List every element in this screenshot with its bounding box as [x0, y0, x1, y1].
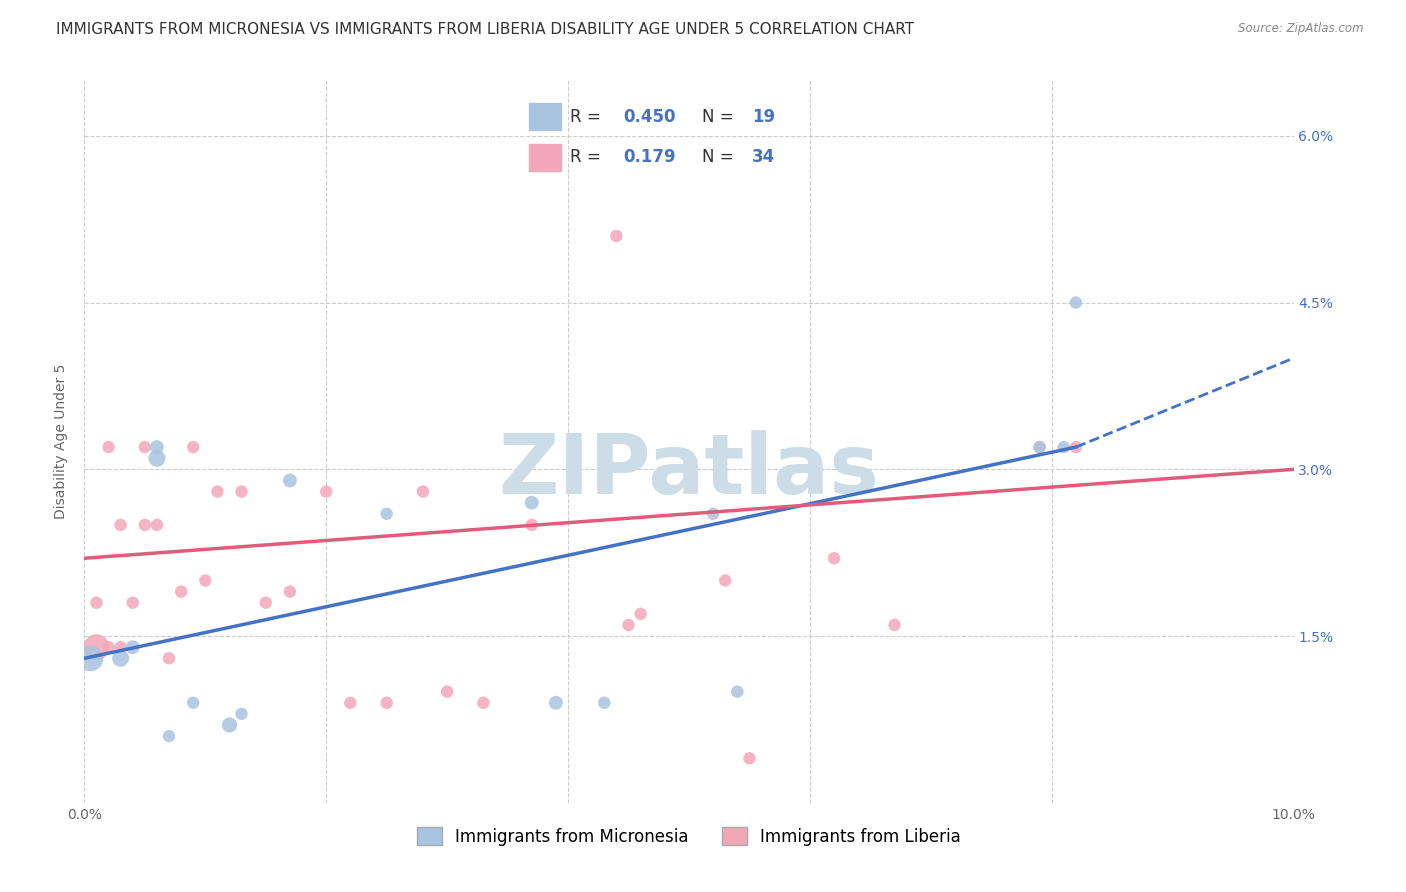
- Point: [725, 684, 748, 698]
- Point: [1064, 295, 1087, 310]
- Point: [617, 618, 640, 632]
- Point: [605, 228, 627, 243]
- Point: [79, 651, 101, 665]
- Point: [181, 696, 204, 710]
- Point: [1028, 440, 1050, 454]
- Point: [254, 596, 277, 610]
- Point: [520, 517, 543, 532]
- Point: [121, 640, 143, 655]
- Point: [702, 507, 724, 521]
- Point: [823, 551, 845, 566]
- Point: [134, 440, 156, 454]
- Point: [520, 496, 543, 510]
- Point: [544, 696, 567, 710]
- Point: [97, 440, 120, 454]
- Legend: Immigrants from Micronesia, Immigrants from Liberia: Immigrants from Micronesia, Immigrants f…: [411, 821, 967, 852]
- Point: [146, 440, 169, 454]
- Point: [278, 474, 301, 488]
- Point: [231, 484, 253, 499]
- Point: [157, 729, 180, 743]
- Point: [181, 440, 204, 454]
- Point: [194, 574, 217, 588]
- Point: [86, 596, 108, 610]
- Point: [714, 574, 737, 588]
- Point: [157, 651, 180, 665]
- Point: [134, 517, 156, 532]
- Y-axis label: Disability Age Under 5: Disability Age Under 5: [55, 364, 69, 519]
- Point: [1028, 440, 1050, 454]
- Text: Source: ZipAtlas.com: Source: ZipAtlas.com: [1239, 22, 1364, 36]
- Point: [231, 706, 253, 721]
- Point: [630, 607, 652, 621]
- Point: [472, 696, 495, 710]
- Point: [110, 517, 132, 532]
- Point: [738, 751, 761, 765]
- Point: [315, 484, 337, 499]
- Point: [110, 651, 132, 665]
- Point: [170, 584, 193, 599]
- Point: [207, 484, 229, 499]
- Point: [218, 718, 240, 732]
- Point: [593, 696, 616, 710]
- Point: [146, 451, 169, 466]
- Point: [375, 696, 398, 710]
- Point: [86, 640, 108, 655]
- Point: [339, 696, 361, 710]
- Point: [97, 640, 120, 655]
- Text: IMMIGRANTS FROM MICRONESIA VS IMMIGRANTS FROM LIBERIA DISABILITY AGE UNDER 5 COR: IMMIGRANTS FROM MICRONESIA VS IMMIGRANTS…: [56, 22, 914, 37]
- Point: [375, 507, 398, 521]
- Point: [146, 517, 169, 532]
- Point: [110, 640, 132, 655]
- Point: [883, 618, 905, 632]
- Point: [412, 484, 434, 499]
- Point: [1064, 440, 1087, 454]
- Point: [1053, 440, 1076, 454]
- Point: [121, 596, 143, 610]
- Text: ZIPatlas: ZIPatlas: [499, 430, 879, 511]
- Point: [278, 584, 301, 599]
- Point: [436, 684, 458, 698]
